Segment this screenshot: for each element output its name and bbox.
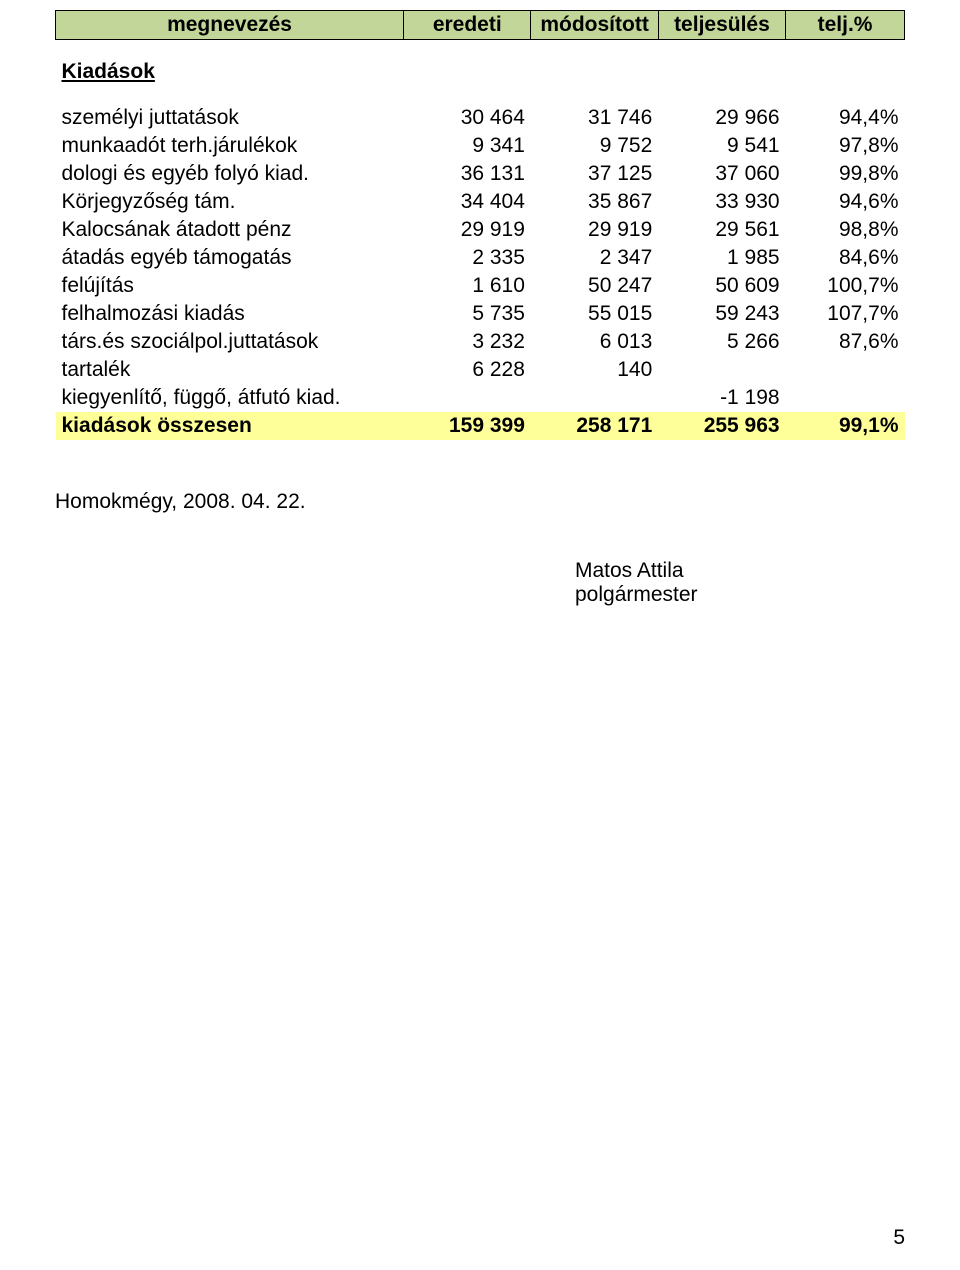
cell-value <box>404 384 531 412</box>
cell-value: 3 232 <box>404 328 531 356</box>
cell-label: Körjegyzőség tám. <box>56 188 404 216</box>
cell-value: 5 266 <box>658 328 785 356</box>
page: megnevezés eredeti módosított teljesülés… <box>0 0 960 1270</box>
summary-value: 258 171 <box>531 412 658 440</box>
signatory-title: polgármester <box>575 583 905 607</box>
cell-value <box>658 356 785 384</box>
cell-value: 2 335 <box>404 244 531 272</box>
cell-label: társ.és szociálpol.juttatások <box>56 328 404 356</box>
cell-label: személyi juttatások <box>56 104 404 132</box>
section-title-row: Kiadások <box>56 40 905 105</box>
table-row: felhalmozási kiadás 5 735 55 015 59 243 … <box>56 300 905 328</box>
cell-value: 2 347 <box>531 244 658 272</box>
cell-value: 1 610 <box>404 272 531 300</box>
cell-label: tartalék <box>56 356 404 384</box>
cell-value: 140 <box>531 356 658 384</box>
cell-value <box>786 356 905 384</box>
table-row: kiegyenlítő, függő, átfutó kiad. -1 198 <box>56 384 905 412</box>
cell-value: 50 247 <box>531 272 658 300</box>
cell-value: 36 131 <box>404 160 531 188</box>
cell-value: 6 228 <box>404 356 531 384</box>
cell-value: 99,8% <box>786 160 905 188</box>
cell-value: 6 013 <box>531 328 658 356</box>
cell-value: -1 198 <box>658 384 785 412</box>
cell-value: 1 985 <box>658 244 785 272</box>
col-header-name: megnevezés <box>56 11 404 40</box>
signatory-name: Matos Attila <box>575 559 905 583</box>
cell-value: 29 561 <box>658 216 785 244</box>
cell-value <box>786 384 905 412</box>
cell-value: 50 609 <box>658 272 785 300</box>
page-number: 5 <box>893 1226 905 1250</box>
cell-label: felhalmozási kiadás <box>56 300 404 328</box>
cell-value: 94,6% <box>786 188 905 216</box>
cell-value: 9 341 <box>404 132 531 160</box>
cell-value: 34 404 <box>404 188 531 216</box>
table-row: tartalék 6 228 140 <box>56 356 905 384</box>
cell-value: 87,6% <box>786 328 905 356</box>
cell-value: 9 752 <box>531 132 658 160</box>
table-row: Körjegyzőség tám. 34 404 35 867 33 930 9… <box>56 188 905 216</box>
expenses-table: megnevezés eredeti módosított teljesülés… <box>55 10 905 440</box>
cell-label: felújítás <box>56 272 404 300</box>
cell-value: 100,7% <box>786 272 905 300</box>
table-row: átadás egyéb támogatás 2 335 2 347 1 985… <box>56 244 905 272</box>
cell-label: dologi és egyéb folyó kiad. <box>56 160 404 188</box>
table-row: felújítás 1 610 50 247 50 609 100,7% <box>56 272 905 300</box>
summary-label: kiadások összesen <box>56 412 404 440</box>
cell-value: 59 243 <box>658 300 785 328</box>
cell-value: 37 125 <box>531 160 658 188</box>
cell-value: 98,8% <box>786 216 905 244</box>
signature-block: Matos Attila polgármester <box>575 559 905 607</box>
cell-value <box>531 384 658 412</box>
footer-date: Homokmégy, 2008. 04. 22. <box>55 490 905 514</box>
cell-value: 107,7% <box>786 300 905 328</box>
col-header-fulfilment: teljesülés <box>658 11 785 40</box>
cell-value: 29 966 <box>658 104 785 132</box>
section-title: Kiadások <box>62 42 899 102</box>
cell-label: munkaadót terh.járulékok <box>56 132 404 160</box>
cell-value: 31 746 <box>531 104 658 132</box>
col-header-pct: telj.% <box>786 11 905 40</box>
table-row: dologi és egyéb folyó kiad. 36 131 37 12… <box>56 160 905 188</box>
cell-value: 29 919 <box>404 216 531 244</box>
col-header-modified: módosított <box>531 11 658 40</box>
cell-value: 30 464 <box>404 104 531 132</box>
summary-value: 159 399 <box>404 412 531 440</box>
table-row: társ.és szociálpol.juttatások 3 232 6 01… <box>56 328 905 356</box>
col-header-original: eredeti <box>404 11 531 40</box>
cell-value: 5 735 <box>404 300 531 328</box>
cell-value: 55 015 <box>531 300 658 328</box>
cell-value: 29 919 <box>531 216 658 244</box>
summary-value: 99,1% <box>786 412 905 440</box>
cell-label: Kalocsának átadott pénz <box>56 216 404 244</box>
cell-value: 97,8% <box>786 132 905 160</box>
cell-value: 9 541 <box>658 132 785 160</box>
table-row: Kalocsának átadott pénz 29 919 29 919 29… <box>56 216 905 244</box>
cell-label: kiegyenlítő, függő, átfutó kiad. <box>56 384 404 412</box>
summary-value: 255 963 <box>658 412 785 440</box>
cell-value: 35 867 <box>531 188 658 216</box>
cell-value: 37 060 <box>658 160 785 188</box>
table-row: munkaadót terh.járulékok 9 341 9 752 9 5… <box>56 132 905 160</box>
cell-value: 94,4% <box>786 104 905 132</box>
table-row: személyi juttatások 30 464 31 746 29 966… <box>56 104 905 132</box>
summary-row: kiadások összesen 159 399 258 171 255 96… <box>56 412 905 440</box>
cell-label: átadás egyéb támogatás <box>56 244 404 272</box>
table-header-row: megnevezés eredeti módosított teljesülés… <box>56 11 905 40</box>
cell-value: 33 930 <box>658 188 785 216</box>
cell-value: 84,6% <box>786 244 905 272</box>
